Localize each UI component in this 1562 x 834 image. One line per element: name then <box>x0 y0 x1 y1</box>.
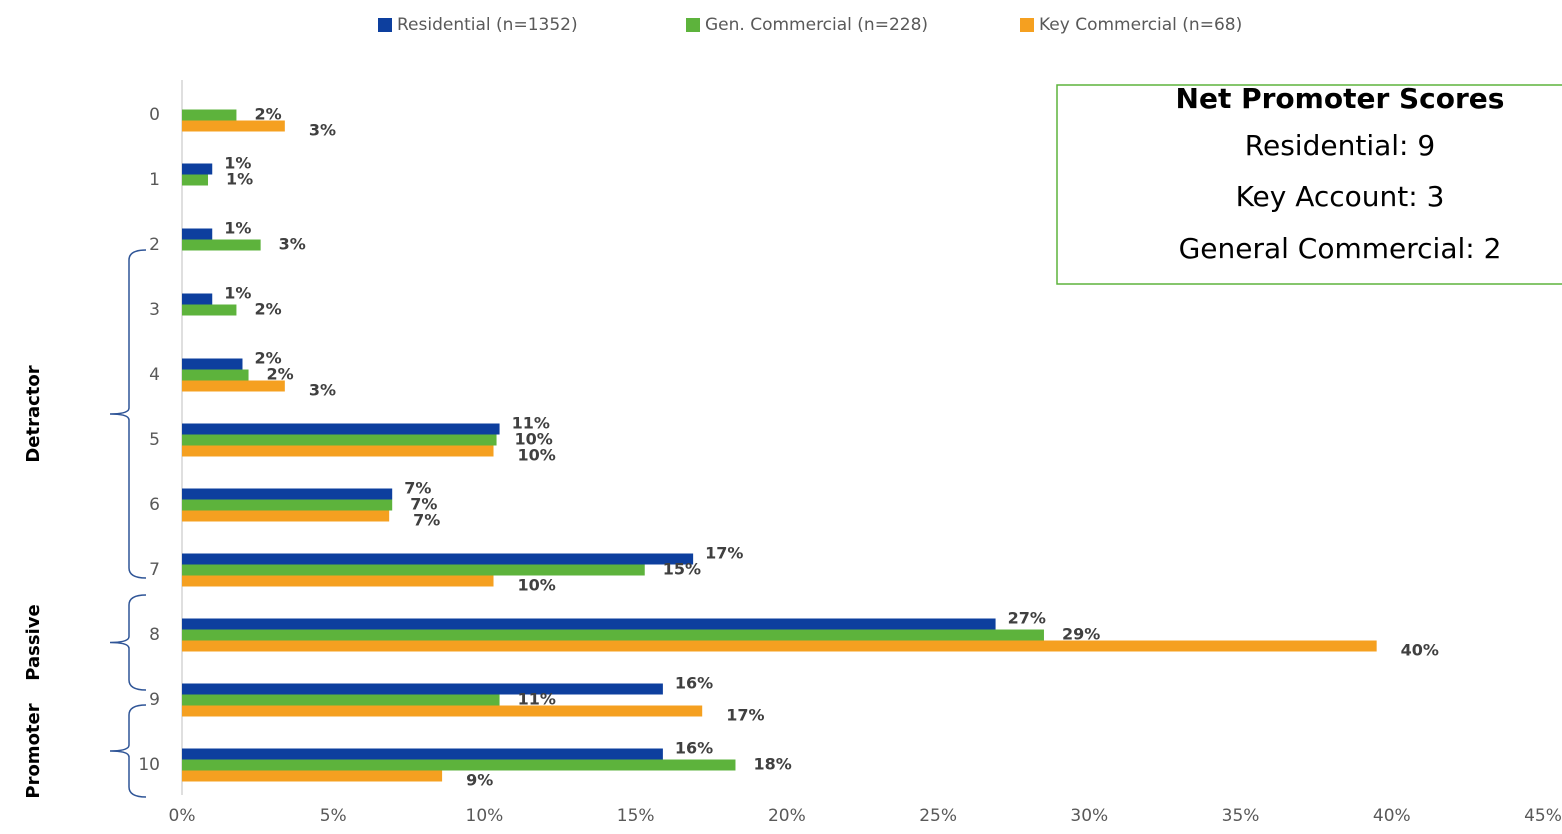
bar <box>182 163 213 175</box>
bar <box>182 358 243 370</box>
group-brace <box>109 594 147 691</box>
value-label: 10% <box>518 576 556 595</box>
bar <box>182 575 494 587</box>
value-label: 10% <box>515 430 553 449</box>
value-label: 3% <box>279 235 306 254</box>
y-tick-label: 9 <box>149 690 160 710</box>
legend-label: Gen. Commercial (n=228) <box>705 15 928 35</box>
value-label: 27% <box>1008 609 1046 628</box>
x-tick-label: 5% <box>320 806 347 826</box>
value-label: 17% <box>726 706 764 725</box>
y-tick-label: 1 <box>149 170 160 190</box>
annotation-title: Net Promoter Scores <box>1176 82 1505 115</box>
value-label: 17% <box>705 544 743 563</box>
value-label: 1% <box>224 284 251 303</box>
bar <box>182 120 285 132</box>
x-tick-label: 20% <box>768 806 806 826</box>
bar <box>182 694 500 706</box>
value-label: 3% <box>309 381 336 400</box>
value-label: 7% <box>404 479 431 498</box>
bar <box>182 640 1377 652</box>
value-label: 2% <box>267 365 294 384</box>
bar <box>182 629 1044 641</box>
bar <box>182 618 996 630</box>
value-label: 9% <box>466 771 493 790</box>
bar <box>182 304 237 316</box>
y-tick-label: 8 <box>149 625 160 645</box>
y-tick-label: 3 <box>149 300 160 320</box>
group-brace <box>109 249 147 579</box>
bar <box>182 109 237 121</box>
value-label: 3% <box>309 121 336 140</box>
bar <box>182 423 500 435</box>
bar <box>182 759 736 771</box>
y-tick-label: 2 <box>149 235 160 255</box>
value-label: 16% <box>675 674 713 693</box>
legend-label: Residential (n=1352) <box>397 15 578 35</box>
bar <box>182 510 390 522</box>
legend-swatch <box>378 18 392 32</box>
bar <box>182 488 393 500</box>
x-tick-label: 40% <box>1373 806 1411 826</box>
value-label: 40% <box>1401 641 1439 660</box>
value-label: 7% <box>413 511 440 530</box>
annotation-box <box>1056 84 1562 285</box>
value-label: 11% <box>518 690 556 709</box>
annotation-line: Residential: 9 <box>1245 129 1435 162</box>
value-label: 2% <box>254 105 281 124</box>
value-label: 16% <box>675 739 713 758</box>
group-brace <box>109 704 147 798</box>
annotation-line: Key Account: 3 <box>1236 180 1445 213</box>
y-tick-label: 0 <box>149 105 160 125</box>
value-label: 2% <box>254 300 281 319</box>
y-tick-label: 4 <box>149 365 160 385</box>
legend-label: Key Commercial (n=68) <box>1039 15 1242 35</box>
value-label: 1% <box>224 219 251 238</box>
value-label: 1% <box>226 170 253 189</box>
value-label: 7% <box>410 495 437 514</box>
y-tick-label: 5 <box>149 430 160 450</box>
bar <box>182 380 285 392</box>
value-label: 1% <box>224 154 251 173</box>
group-label: Promoter <box>23 703 44 798</box>
bar <box>182 228 213 240</box>
bar <box>182 683 663 695</box>
legend-swatch <box>1020 18 1034 32</box>
bar <box>182 564 645 576</box>
bar <box>182 770 443 782</box>
x-tick-label: 25% <box>919 806 957 826</box>
bar <box>182 293 213 305</box>
bar <box>182 748 663 760</box>
value-label: 2% <box>254 349 281 368</box>
x-tick-label: 10% <box>466 806 504 826</box>
x-tick-label: 30% <box>1070 806 1108 826</box>
bar <box>182 239 261 251</box>
x-tick-label: 15% <box>617 806 655 826</box>
y-tick-label: 7 <box>149 560 160 580</box>
x-tick-label: 35% <box>1222 806 1260 826</box>
bar <box>182 705 703 717</box>
value-label: 11% <box>512 414 550 433</box>
value-label: 29% <box>1062 625 1100 644</box>
value-label: 15% <box>663 560 701 579</box>
bar <box>182 174 209 186</box>
bar <box>182 369 249 381</box>
y-tick-label: 6 <box>149 495 160 515</box>
x-tick-label: 45% <box>1524 806 1562 826</box>
bar <box>182 434 497 446</box>
bar <box>182 553 694 565</box>
value-label: 18% <box>753 755 791 774</box>
annotation-line: General Commercial: 2 <box>1179 232 1502 265</box>
group-label: Passive <box>23 604 44 680</box>
y-tick-label: 10 <box>138 755 160 775</box>
bar <box>182 445 494 457</box>
legend-swatch <box>686 18 700 32</box>
group-label: Detractor <box>23 365 44 462</box>
value-label: 10% <box>518 446 556 465</box>
x-tick-label: 0% <box>169 806 196 826</box>
bar <box>182 499 393 511</box>
